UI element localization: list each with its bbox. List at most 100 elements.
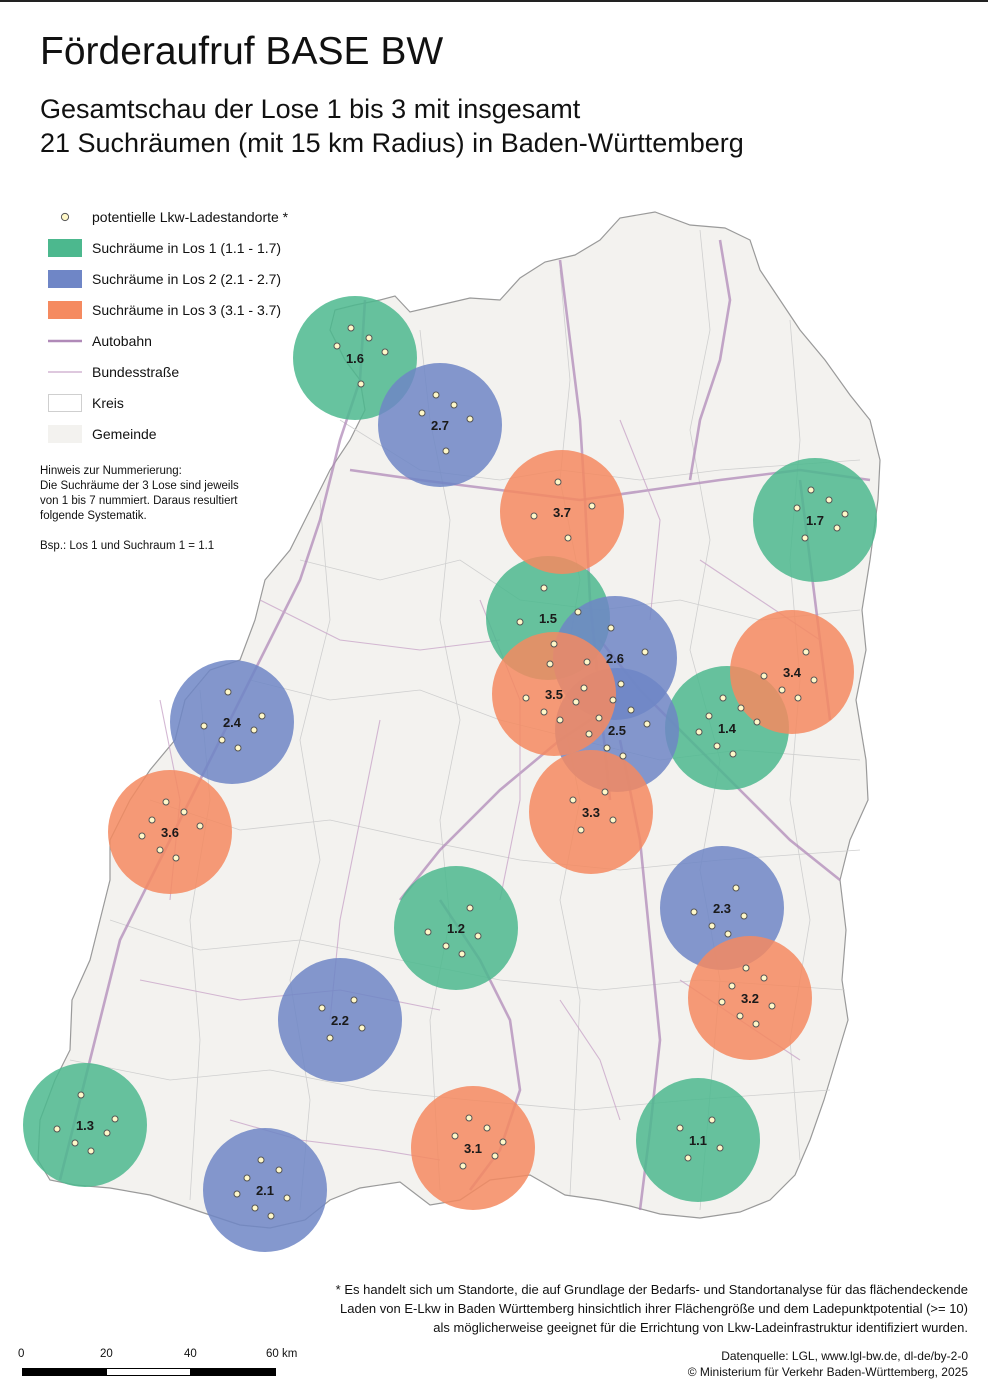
charging-site-point-87 <box>718 998 726 1006</box>
search-area-circles <box>23 296 877 1252</box>
search-area-1-2 <box>394 866 518 990</box>
search-area-2-1 <box>203 1128 327 1252</box>
charging-site-point-18 <box>729 750 737 758</box>
scale-segment-1 <box>22 1368 108 1376</box>
search-area-label-2-3: 2.3 <box>713 901 731 916</box>
charging-site-point-58 <box>258 712 266 720</box>
bundesstrasse-line-9 <box>559 999 621 1121</box>
search-area-3-7 <box>500 450 624 574</box>
charging-site-point-16 <box>713 742 721 750</box>
charging-site-point-114 <box>554 478 562 486</box>
search-area-label-2-1: 2.1 <box>256 1183 274 1198</box>
charging-site-point-46 <box>350 996 358 1004</box>
search-area-label-2-5: 2.5 <box>608 723 626 738</box>
charging-site-point-102 <box>580 684 588 692</box>
search-area-3-6 <box>108 770 232 894</box>
charging-site-point-17 <box>695 728 703 736</box>
charging-site-point-25 <box>574 608 582 616</box>
search-area-label-2-4: 2.4 <box>223 715 242 730</box>
subtitle-line-2: 21 Suchräumen (mit 15 km Radius) in Bade… <box>40 128 744 158</box>
scale-tick-60: 60 km <box>266 1348 298 1360</box>
search-area-label-1-5: 1.5 <box>539 611 557 626</box>
charging-site-point-92 <box>577 826 585 834</box>
charging-site-point-97 <box>794 694 802 702</box>
autobahn-line-9 <box>688 239 732 481</box>
legend-item-los3: Suchräume in Los 3 (3.1 - 3.7) <box>48 299 348 321</box>
charging-site-point-108 <box>162 798 170 806</box>
legend-label-gemeinde: Gemeinde <box>92 426 157 442</box>
charging-site-point-21 <box>705 712 713 720</box>
charging-site-point-83 <box>728 982 736 990</box>
charging-site-point-73 <box>432 391 440 399</box>
charging-site-point-40 <box>275 1166 283 1174</box>
charging-site-point-53 <box>724 930 732 938</box>
charging-site-point-63 <box>643 720 651 728</box>
charging-site-point-80 <box>491 1152 499 1160</box>
search-area-2-4 <box>170 660 294 784</box>
charging-site-point-23 <box>516 618 524 626</box>
charging-site-point-79 <box>483 1124 491 1132</box>
charging-site-point-10 <box>103 1129 111 1137</box>
search-area-1-3 <box>23 1063 147 1187</box>
charging-site-point-22 <box>737 704 745 712</box>
search-area-label-3-7: 3.7 <box>553 505 571 520</box>
charging-site-point-47 <box>358 1024 366 1032</box>
search-area-label-1-2: 1.2 <box>447 921 465 936</box>
charging-site-point-69 <box>641 648 649 656</box>
legend-label-bundesstrasse: Bundesstraße <box>92 364 180 380</box>
charging-site-point-51 <box>708 922 716 930</box>
charging-site-point-36 <box>833 524 841 532</box>
search-area-2-2 <box>278 958 402 1082</box>
charging-site-point-105 <box>138 832 146 840</box>
charging-site-point-19 <box>753 718 761 726</box>
scale-tick-40: 40 <box>184 1348 197 1360</box>
charging-site-point-74 <box>418 409 426 417</box>
note-line-4: folgende Systematik. <box>40 510 147 522</box>
search-area-label-1-4: 1.4 <box>718 721 737 736</box>
charging-site-point-1 <box>676 1124 684 1132</box>
gemeinde-swatch-icon <box>48 425 82 443</box>
scale-segment-3 <box>190 1368 276 1376</box>
charging-site-point-95 <box>778 686 786 694</box>
scale-bar: 0 20 40 60 km <box>18 1348 322 1378</box>
charging-site-point-20 <box>719 694 727 702</box>
charging-site-point-45 <box>318 1004 326 1012</box>
charging-site-point-43 <box>233 1190 241 1198</box>
search-area-label-1-6: 1.6 <box>346 351 364 366</box>
note-line-3: von 1 bis 7 nummiert. Daraus resultiert <box>40 495 238 507</box>
charging-site-point-35 <box>825 496 833 504</box>
search-area-label-2-7: 2.7 <box>431 418 449 433</box>
charging-site-point-100 <box>522 694 530 702</box>
charging-site-point-66 <box>627 706 635 714</box>
charging-site-point-94 <box>810 676 818 684</box>
search-area-labels: 1.1 1.2 1.3 1.4 1.5 1.6 1.7 2.1 2.2 2.3 2.4 2.5 2.6 2… <box>76 351 824 1198</box>
charging-site-point-44 <box>267 1212 275 1220</box>
search-area-2-7 <box>378 363 502 487</box>
kreis-border-10 <box>289 499 331 1211</box>
charging-site-point-68 <box>617 680 625 688</box>
legend-label-los2: Suchräume in Los 2 (2.1 - 2.7) <box>92 271 282 287</box>
search-area-label-2-6: 2.6 <box>606 651 624 666</box>
search-area-label-3-3: 3.3 <box>582 805 600 820</box>
charging-site-point-90 <box>601 788 609 796</box>
charging-site-point-88 <box>752 1020 760 1028</box>
bundesstrasse-line-8 <box>619 419 661 621</box>
charging-site-point-5 <box>466 904 474 912</box>
search-area-3-1 <box>411 1086 535 1210</box>
search-area-label-3-5: 3.5 <box>545 687 563 702</box>
legend-item-los2: Suchräume in Los 2 (2.1 - 2.7) <box>48 268 348 290</box>
charging-site-point-104 <box>156 846 164 854</box>
los3-swatch-icon <box>48 301 82 319</box>
los2-swatch-icon <box>48 270 82 288</box>
charging-site-point-28 <box>381 348 389 356</box>
search-area-3-4 <box>730 610 854 734</box>
charging-site-point-31 <box>365 334 373 342</box>
charging-site-point-64 <box>609 696 617 704</box>
charging-site-point-30 <box>333 342 341 350</box>
charging-site-point-75 <box>450 401 458 409</box>
legend-item-los1: Suchräume in Los 1 (1.1 - 1.7) <box>48 237 348 259</box>
scale-segment-2 <box>106 1368 192 1376</box>
charging-site-point-8 <box>424 928 432 936</box>
charging-site-point-93 <box>802 648 810 656</box>
charging-site-point-24 <box>550 640 558 648</box>
